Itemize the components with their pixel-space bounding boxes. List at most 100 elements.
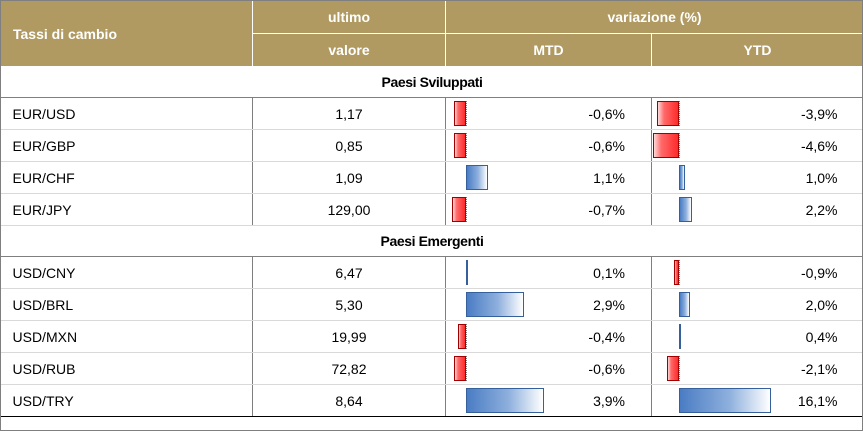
ytd-cell: -3,9% (651, 97, 863, 130)
mtd-value: 0,1% (593, 264, 625, 281)
table-row: USD/CNY 6,47 0,1% -0,9% (0, 256, 863, 289)
header-mtd: MTD (445, 33, 652, 67)
mtd-zero-axis (466, 324, 467, 349)
mtd-value: -0,4% (588, 328, 625, 345)
mtd-value: -0,6% (588, 360, 625, 377)
ytd-bar (679, 388, 771, 413)
ytd-bar (679, 197, 692, 222)
mtd-cell: -0,7% (445, 193, 652, 226)
mtd-bar (466, 388, 544, 413)
mtd-cell: 3,9% (445, 384, 652, 417)
currency-pair: EUR/GBP (0, 129, 253, 162)
mtd-cell: 1,1% (445, 161, 652, 194)
ytd-bar (679, 324, 682, 349)
mtd-bar (454, 356, 466, 381)
currency-pair: EUR/USD (0, 97, 253, 130)
mtd-zero-axis (466, 356, 467, 381)
mtd-bar (454, 101, 466, 126)
table-row: EUR/USD 1,17 -0,6% -3,9% (0, 97, 863, 130)
mtd-value: -0,7% (588, 201, 625, 218)
currency-pair: USD/MXN (0, 320, 253, 353)
ytd-cell: 0,4% (651, 320, 863, 353)
last-value: 5,30 (252, 288, 446, 321)
mtd-bar (466, 165, 488, 190)
last-value: 6,47 (252, 256, 446, 289)
header-last-line2: valore (252, 33, 446, 67)
ytd-bar (679, 292, 691, 317)
last-value: 0,85 (252, 129, 446, 162)
ytd-value: -4,6% (800, 137, 838, 154)
mtd-cell: -0,6% (445, 352, 652, 385)
ytd-zero-axis (679, 133, 680, 158)
last-value: 129,00 (252, 193, 446, 226)
currency-pair: USD/BRL (0, 288, 253, 321)
ytd-value: 1,0% (805, 169, 838, 186)
currency-pair: USD/RUB (0, 352, 253, 385)
ytd-cell: -4,6% (651, 129, 863, 162)
mtd-cell: 0,1% (445, 256, 652, 289)
ytd-cell: -2,1% (651, 352, 863, 385)
mtd-zero-axis (466, 133, 467, 158)
mtd-bar (454, 133, 466, 158)
ytd-bar (673, 260, 679, 285)
mtd-cell: -0,4% (445, 320, 652, 353)
currency-pair: EUR/CHF (0, 161, 253, 194)
table-row: EUR/JPY 129,00 -0,7% 2,2% (0, 193, 863, 226)
ytd-value: 16,1% (797, 392, 838, 409)
mtd-bar (458, 324, 466, 349)
ytd-zero-axis (679, 356, 680, 381)
section-row-developed: Paesi Sviluppati (0, 66, 863, 98)
ytd-cell: -0,9% (651, 256, 863, 289)
table-row: USD/MXN 19,99 -0,4% 0,4% (0, 320, 863, 353)
table-row: USD/TRY 8,64 3,9% 16,1% (0, 384, 863, 417)
ytd-value: 2,2% (805, 201, 838, 218)
ytd-cell: 16,1% (651, 384, 863, 417)
table-row: EUR/GBP 0,85 -0,6% -4,6% (0, 129, 863, 162)
ytd-bar (667, 356, 679, 381)
currency-pair: USD/CNY (0, 256, 253, 289)
header-ytd: YTD (650, 33, 863, 67)
mtd-value: -0,6% (588, 137, 625, 154)
last-value: 72,82 (252, 352, 446, 385)
table-header: Tassi di cambio ultimo variazione (%) va… (0, 0, 863, 67)
mtd-zero-axis (466, 101, 467, 126)
table-row: USD/RUB 72,82 -0,6% -2,1% (0, 352, 863, 385)
mtd-bar (452, 197, 466, 222)
last-value: 8,64 (252, 384, 446, 417)
ytd-bar (656, 101, 679, 126)
ytd-zero-axis (679, 260, 680, 285)
mtd-value: 1,1% (593, 169, 625, 186)
mtd-value: -0,6% (588, 105, 625, 122)
ytd-value: 0,4% (805, 328, 838, 345)
section-row-emerging: Paesi Emergenti (0, 225, 863, 257)
ytd-value: -2,1% (800, 360, 838, 377)
section-title: Paesi Emergenti (0, 225, 863, 257)
ytd-zero-axis (679, 101, 680, 126)
header-variation: variazione (%) (444, 0, 863, 34)
mtd-cell: 2,9% (445, 288, 652, 321)
ytd-cell: 1,0% (651, 161, 863, 194)
mtd-cell: -0,6% (445, 129, 652, 162)
mtd-bar (466, 260, 468, 285)
last-value: 1,17 (252, 97, 446, 130)
ytd-value: -3,9% (800, 105, 838, 122)
table-row: EUR/CHF 1,09 1,1% 1,0% (0, 161, 863, 194)
last-value: 1,09 (252, 161, 446, 194)
ytd-bar (652, 133, 679, 158)
currency-pair: EUR/JPY (0, 193, 253, 226)
ytd-bar (679, 165, 685, 190)
mtd-value: 3,9% (593, 392, 625, 409)
header-last-line1: ultimo (252, 0, 446, 34)
mtd-value: 2,9% (593, 296, 625, 313)
table-row: USD/BRL 5,30 2,9% 2,0% (0, 288, 863, 321)
exchange-rate-table: Tassi di cambio ultimo variazione (%) va… (0, 0, 863, 417)
mtd-bar (466, 292, 524, 317)
currency-pair: USD/TRY (0, 384, 253, 417)
table-body: Paesi Sviluppati EUR/USD 1,17 -0,6% -3,9% EU… (0, 66, 863, 417)
ytd-cell: 2,2% (651, 193, 863, 226)
ytd-value: 2,0% (805, 296, 838, 313)
mtd-zero-axis (466, 197, 467, 222)
ytd-cell: 2,0% (651, 288, 863, 321)
ytd-value: -0,9% (800, 264, 838, 281)
mtd-cell: -0,6% (445, 97, 652, 130)
